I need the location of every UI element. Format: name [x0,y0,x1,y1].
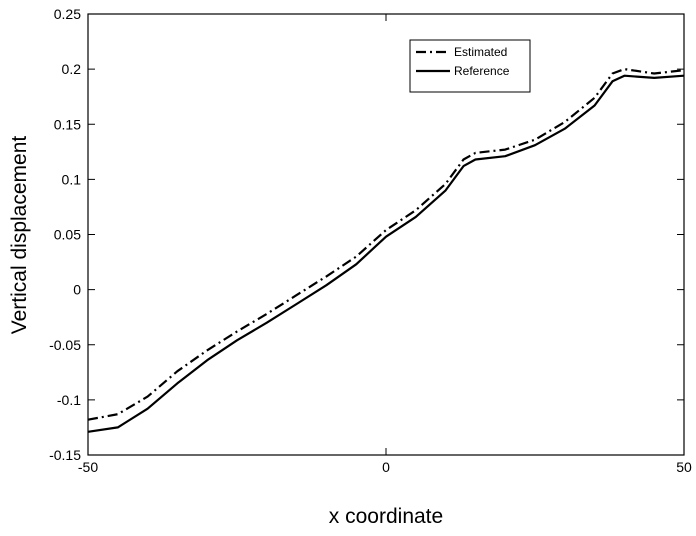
y-tick-label: 0.2 [62,61,82,77]
plot-frame [87,13,685,456]
y-tick-label: -0.05 [49,337,81,353]
x-tick-label: 50 [676,459,692,475]
y-tick-label: -0.1 [57,392,81,408]
x-tick-label: 0 [382,459,390,475]
legend-box [409,39,531,93]
series-line [87,68,685,421]
y-tick-label: 0.15 [54,116,81,132]
y-axis-label: Vertical displacement [8,136,31,335]
legend-label: Estimated [454,45,507,59]
series-line [87,74,685,433]
y-tick-label: -0.15 [49,447,81,463]
y-tick-label: 0 [73,282,81,298]
y-tick-label: 0.05 [54,227,81,243]
legend-label: Reference [454,64,510,78]
x-axis-label: x coordinate [329,505,443,528]
y-tick-label: 0.1 [62,171,82,187]
y-tick-label: 0.25 [54,6,81,22]
x-tick-label: -50 [78,459,98,475]
